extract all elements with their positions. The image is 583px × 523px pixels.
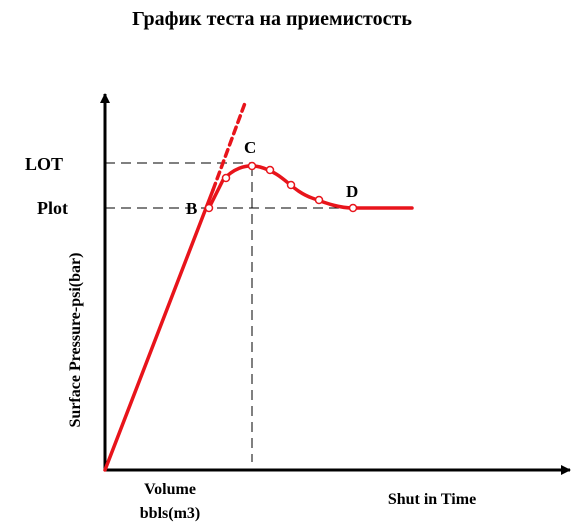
guide-lines [105,162,410,462]
marker-decline-1 [286,180,296,190]
curve-markers [204,161,358,213]
x-axis-label-shut-in-time: Shut in Time [388,491,476,508]
marker-c [247,161,257,171]
point-label-b: B [186,199,197,218]
marker-decline-2 [314,195,324,205]
marker-bend [221,173,231,183]
diagram-title: График теста на приемистость [132,8,412,30]
lot-label: LOT [25,154,63,174]
point-label-c: C [244,138,256,157]
plot-label: Plot [37,198,68,218]
extrapolated-dashed-line [211,101,247,192]
pressure-curves [103,101,414,472]
point-label-d: D [346,182,358,201]
x-axis-label-volume: Volume [144,481,196,498]
pressure-response-curve [207,164,414,210]
x-axis-label-volume-units: bbls(m3) [140,505,200,522]
y-axis-label: Surface Pressure-psi(bar) [67,253,84,428]
pumping-line [103,188,215,472]
marker-after-c [265,165,275,175]
marker-b [204,203,214,213]
marker-d [348,203,358,213]
